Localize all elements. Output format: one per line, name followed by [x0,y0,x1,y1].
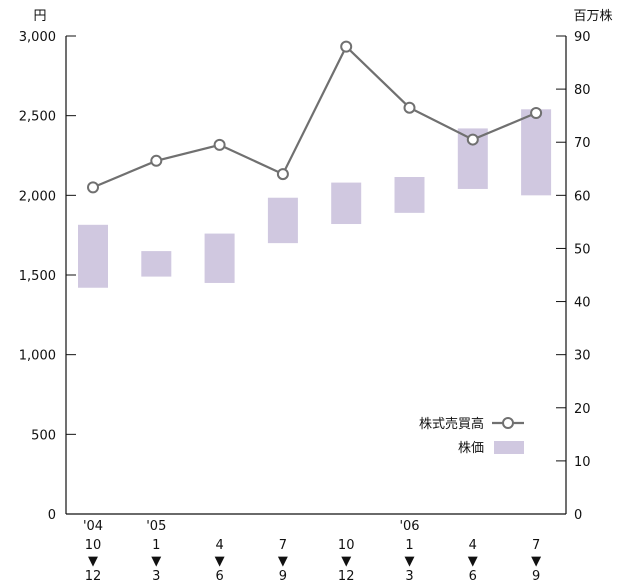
volume-point [403,101,416,114]
x-month-from-label: 4 [215,538,223,553]
x-month-from-label: 7 [279,538,287,553]
volume-point [340,40,353,53]
volume-point [87,181,99,194]
legend-circle-swatch [502,417,514,429]
left-tick-label: 3,000 [19,30,56,45]
price-range-bar [141,251,172,277]
left-tick-label: 500 [31,428,56,443]
down-arrow-icon: ▼ [341,554,351,569]
volume-point [530,107,543,120]
left-axis-unit: 円 [33,9,46,24]
axes: 円 百万株 0 500 1,000 1,500 2,000 2,500 3,000 0 10 20 30… [19,9,613,523]
x-month-to-label: 6 [215,569,223,582]
x-month-from-label: 10 [85,538,102,553]
price-range-bar [78,224,108,288]
x-month-from-label: 1 [405,538,413,553]
right-tick-label: 70 [574,136,591,151]
price-range-bar [267,197,298,244]
right-tick-label: 20 [574,402,591,417]
x-year-label: '04 [83,519,103,534]
right-tick-label: 80 [574,83,591,98]
x-month-to-label: 12 [338,569,355,582]
price-range-bar [394,177,425,213]
x-month-from-label: 4 [469,538,477,553]
x-month-to-label: 6 [469,569,477,582]
legend-label-price: 株価 [458,441,484,456]
left-tick-label: 2,000 [19,189,56,204]
x-month-to-label: 9 [532,569,540,582]
right-tick-label: 90 [574,30,591,45]
down-arrow-icon: ▼ [468,554,478,569]
price-range-bar [521,109,552,196]
x-month-to-label: 12 [85,569,102,582]
left-tick-label: 2,500 [19,110,56,125]
right-tick-label: 10 [574,455,591,470]
left-tick-label: 1,000 [19,349,56,364]
right-tick-label: 40 [574,296,591,311]
volume-point [276,168,289,181]
right-axis-unit: 百万株 [573,9,612,24]
volume-point [213,138,226,151]
volume-point [150,154,163,167]
x-month-from-label: 7 [532,538,540,553]
down-arrow-icon: ▼ [531,554,541,569]
down-arrow-icon: ▼ [88,554,98,569]
x-month-to-label: 3 [405,569,413,582]
legend-box-swatch [494,441,524,454]
price-range-bar [331,182,362,225]
price-range-bars [78,109,552,288]
down-arrow-icon: ▼ [215,554,225,569]
left-tick-label: 0 [48,508,56,523]
price-range-bar [204,233,235,283]
down-arrow-icon: ▼ [405,554,415,569]
x-month-to-label: 3 [152,569,160,582]
x-month-from-label: 1 [152,538,160,553]
x-year-label: '05 [146,519,166,534]
right-tick-label: 60 [574,189,591,204]
x-month-from-label: 10 [338,538,355,553]
volume-point [466,133,479,146]
legend-label-volume: 株式売買高 [419,416,484,432]
down-arrow-icon: ▼ [151,554,161,569]
x-year-label: '06 [399,519,419,534]
right-tick-label: 0 [574,508,582,523]
right-tick-label: 50 [574,242,591,257]
right-tick-label: 30 [574,349,591,364]
volume-line [92,44,537,189]
volume-line-series [87,40,543,194]
left-tick-label: 1,500 [19,269,56,284]
x-month-to-label: 9 [279,569,287,582]
down-arrow-icon: ▼ [278,554,288,569]
